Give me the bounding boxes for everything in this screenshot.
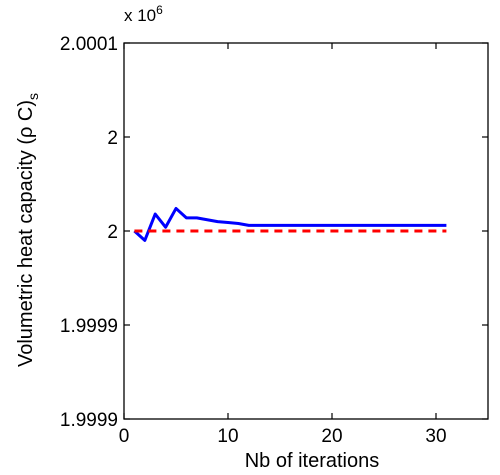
y-multiplier-exponent: 6 [156, 3, 163, 17]
y-axis-label-main: Volumetric heat capacity (ρ C) [15, 100, 37, 367]
x-tick-label: 10 [217, 426, 238, 447]
y-tick-label: 1.9999 [60, 316, 118, 337]
y-axis-label: Volumetric heat capacity (ρ C)s [15, 93, 41, 367]
y-axis-label-subscript: s [25, 93, 41, 100]
y-multiplier-base: x 10 [124, 6, 156, 25]
x-tick-label: 30 [425, 426, 446, 447]
y-tick-label: 1.9999 [60, 410, 118, 431]
y-tick-label: 2 [107, 128, 118, 149]
y-tick-label: 2 [107, 222, 118, 243]
ticks-layer: 0 10 20 30 1.9999 1.9999 2 2 2.0001 [60, 34, 488, 447]
x-axis-label: Nb of iterations [245, 450, 380, 472]
series-layer [133, 206, 447, 242]
series-line-solid [133, 206, 447, 242]
x-tick-label: 0 [119, 426, 130, 447]
y-multiplier: x 106 [124, 3, 163, 25]
y-tick-label: 2.0001 [60, 34, 118, 55]
text-layer: x 106 Nb of iterations Volumetric heat c… [15, 3, 379, 472]
x-tick-label: 20 [321, 426, 342, 447]
